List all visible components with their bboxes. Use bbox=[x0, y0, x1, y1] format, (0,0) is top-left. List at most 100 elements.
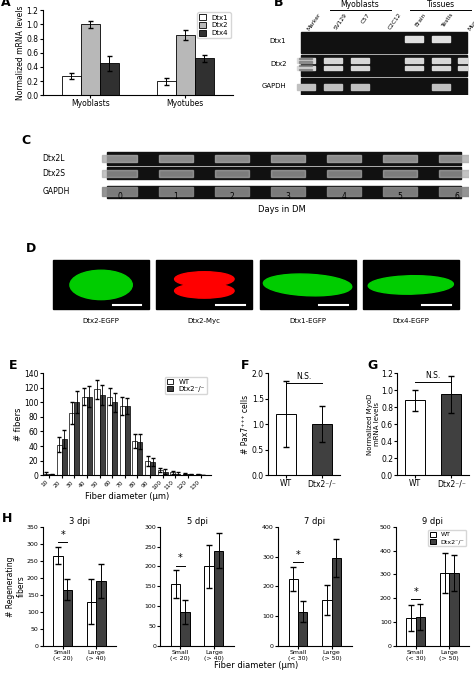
Text: Muscle: Muscle bbox=[467, 12, 474, 32]
Text: 4: 4 bbox=[342, 192, 346, 201]
Title: 3 dpi: 3 dpi bbox=[69, 517, 90, 526]
Bar bbox=[183, 474, 188, 475]
Text: Dtx1-EGFP: Dtx1-EGFP bbox=[289, 318, 326, 324]
Text: Dtx2S: Dtx2S bbox=[43, 169, 66, 178]
Bar bbox=[299, 58, 312, 59]
Bar bbox=[102, 170, 137, 177]
Bar bbox=[383, 188, 417, 196]
Y-axis label: # fibers: # fibers bbox=[14, 407, 23, 441]
Bar bbox=[297, 58, 316, 63]
Bar bbox=[331, 558, 341, 646]
Bar bbox=[383, 155, 417, 162]
Ellipse shape bbox=[264, 274, 352, 296]
Bar bbox=[439, 155, 474, 162]
Text: *: * bbox=[296, 550, 301, 560]
X-axis label: Fiber diameter (μm): Fiber diameter (μm) bbox=[84, 492, 169, 502]
Bar bbox=[301, 32, 467, 53]
Text: 3: 3 bbox=[285, 192, 291, 201]
Bar bbox=[107, 153, 461, 165]
Bar bbox=[145, 461, 150, 475]
Bar bbox=[69, 414, 74, 475]
Bar bbox=[431, 36, 450, 42]
Bar bbox=[271, 170, 305, 177]
Bar bbox=[158, 188, 192, 196]
Bar bbox=[176, 35, 195, 95]
Bar bbox=[312, 424, 332, 475]
Bar bbox=[276, 414, 296, 475]
Bar bbox=[271, 155, 305, 162]
Text: E: E bbox=[9, 359, 18, 372]
Bar bbox=[299, 65, 312, 66]
Bar bbox=[63, 589, 72, 646]
Bar bbox=[351, 66, 369, 71]
Bar bbox=[299, 61, 312, 63]
Bar bbox=[137, 442, 143, 475]
Text: 6: 6 bbox=[454, 192, 459, 201]
Legend: Dtx1, Dtx2, Dtx4: Dtx1, Dtx2, Dtx4 bbox=[197, 12, 230, 38]
Text: 2: 2 bbox=[229, 192, 234, 201]
Bar bbox=[125, 406, 130, 475]
Bar bbox=[301, 78, 467, 95]
Text: 5: 5 bbox=[398, 192, 403, 201]
Bar bbox=[157, 81, 176, 95]
Text: *: * bbox=[60, 530, 65, 540]
Bar bbox=[440, 573, 449, 646]
Bar bbox=[87, 602, 96, 646]
Bar bbox=[158, 170, 192, 177]
Bar bbox=[54, 556, 63, 646]
Bar bbox=[405, 36, 423, 42]
Bar bbox=[107, 396, 112, 475]
Bar bbox=[181, 612, 190, 646]
Bar bbox=[102, 155, 137, 162]
Bar bbox=[439, 188, 474, 196]
Bar bbox=[94, 390, 100, 475]
Text: Dtx2-Myc: Dtx2-Myc bbox=[188, 318, 221, 324]
Text: 1: 1 bbox=[173, 192, 178, 201]
Text: Dtx2: Dtx2 bbox=[270, 61, 286, 67]
Bar bbox=[150, 462, 155, 475]
Text: A: A bbox=[1, 0, 10, 9]
Bar bbox=[431, 58, 450, 63]
Text: Testis: Testis bbox=[441, 12, 454, 28]
Y-axis label: Normalized mRNA levels: Normalized mRNA levels bbox=[16, 5, 25, 100]
Bar bbox=[112, 403, 117, 475]
Text: Dtx1: Dtx1 bbox=[270, 38, 286, 45]
Ellipse shape bbox=[174, 284, 234, 298]
Bar bbox=[297, 84, 316, 90]
Bar bbox=[449, 573, 458, 646]
Ellipse shape bbox=[174, 272, 234, 286]
Bar bbox=[215, 188, 249, 196]
Text: Marker: Marker bbox=[306, 12, 322, 32]
Text: C2C12: C2C12 bbox=[387, 12, 402, 31]
Bar bbox=[327, 155, 361, 162]
Bar bbox=[301, 54, 467, 76]
Text: SV129: SV129 bbox=[333, 12, 348, 30]
Bar bbox=[156, 260, 252, 309]
Bar bbox=[363, 260, 459, 309]
Text: Days in DM: Days in DM bbox=[258, 205, 305, 214]
Title: 9 dpi: 9 dpi bbox=[422, 517, 443, 526]
Bar bbox=[439, 170, 474, 177]
Ellipse shape bbox=[368, 275, 454, 294]
Bar bbox=[327, 170, 361, 177]
Text: N.S.: N.S. bbox=[296, 372, 311, 381]
Bar bbox=[81, 25, 100, 95]
Y-axis label: # Regenerating
fibers: # Regenerating fibers bbox=[6, 556, 25, 616]
Bar bbox=[87, 396, 92, 475]
Bar bbox=[171, 584, 181, 646]
Text: Brain: Brain bbox=[414, 12, 427, 27]
Bar bbox=[458, 66, 474, 71]
Bar bbox=[44, 474, 49, 475]
Text: B: B bbox=[274, 0, 283, 9]
Bar bbox=[158, 155, 192, 162]
Bar bbox=[405, 58, 423, 63]
Text: C: C bbox=[21, 134, 30, 147]
Bar bbox=[195, 58, 214, 95]
Bar bbox=[158, 470, 163, 475]
Bar bbox=[204, 566, 214, 646]
Text: Dtx2L: Dtx2L bbox=[43, 154, 65, 163]
Legend: WT, Dtx2⁻/⁻: WT, Dtx2⁻/⁻ bbox=[428, 530, 466, 546]
Text: Tissues: Tissues bbox=[427, 0, 455, 9]
Text: *: * bbox=[178, 553, 183, 563]
Legend: WT, Dtx2⁻/⁻: WT, Dtx2⁻/⁻ bbox=[165, 376, 207, 394]
